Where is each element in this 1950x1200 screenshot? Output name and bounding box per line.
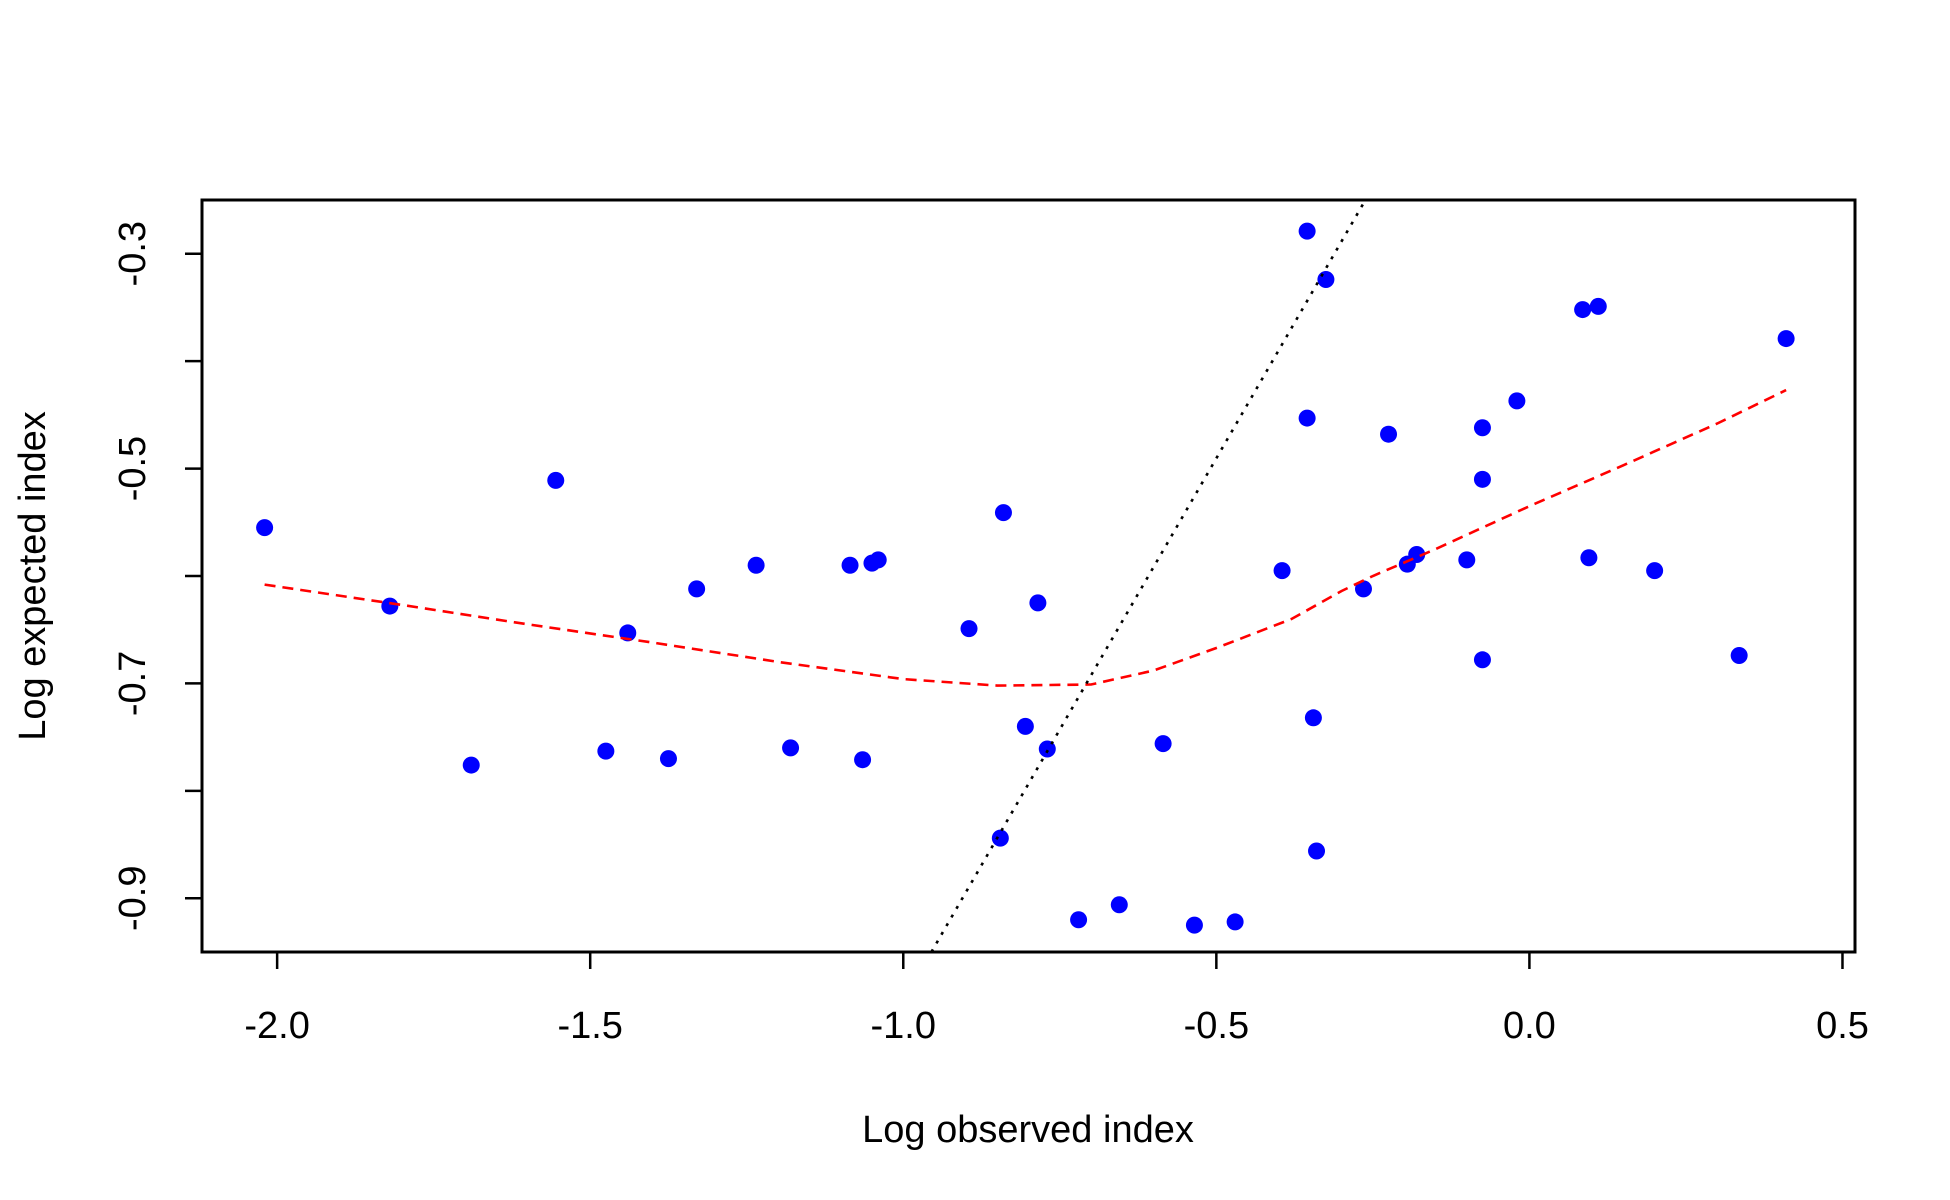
data-point (1226, 913, 1244, 931)
data-point (1308, 842, 1326, 860)
data-point (1110, 896, 1128, 914)
data-point (597, 742, 615, 760)
x-axis-title: Log observed index (862, 1109, 1194, 1151)
data-point (1038, 740, 1056, 758)
data-point (1354, 580, 1372, 598)
data-point (1777, 330, 1795, 348)
reference-line (930, 200, 1367, 952)
data-point (1298, 222, 1316, 240)
x-tick-label: -1.5 (557, 1005, 622, 1047)
data-point (782, 739, 800, 757)
data-point (256, 519, 274, 537)
data-point (1580, 549, 1598, 567)
data-point (1317, 270, 1335, 288)
data-point (991, 829, 1009, 847)
data-point (1646, 562, 1664, 580)
data-point (1574, 301, 1592, 319)
data-point (462, 756, 480, 774)
data-point (841, 556, 859, 574)
data-point (659, 750, 677, 768)
data-point (1154, 735, 1172, 753)
y-tick-label: -0.7 (112, 651, 154, 716)
data-point (1185, 916, 1203, 934)
y-tick-label: -0.9 (112, 866, 154, 931)
data-point (1473, 419, 1491, 437)
plot-marks (256, 200, 1795, 952)
data-point (1473, 470, 1491, 488)
y-tick-label: -0.3 (112, 221, 154, 286)
data-point (688, 580, 706, 598)
data-point (854, 751, 872, 769)
data-point (1304, 709, 1322, 727)
data-point (1508, 392, 1526, 410)
x-tick-label: -1.0 (871, 1005, 936, 1047)
data-point (1070, 911, 1088, 929)
data-point (1273, 562, 1291, 580)
y-axis-title: Log expected index (12, 411, 54, 741)
data-point (1730, 646, 1748, 664)
x-tick-label: 0.0 (1503, 1005, 1556, 1047)
x-tick-label: 0.5 (1816, 1005, 1869, 1047)
data-point (547, 471, 565, 489)
data-point (1016, 717, 1034, 735)
y-tick-label: -0.5 (112, 436, 154, 501)
data-point (960, 620, 978, 638)
data-point (1380, 425, 1398, 443)
data-point (1589, 297, 1607, 315)
data-point (1473, 651, 1491, 669)
data-point (994, 504, 1012, 522)
x-tick-label: -2.0 (244, 1005, 309, 1047)
smooth-fit-line (264, 388, 1787, 687)
data-point (381, 597, 399, 615)
data-point (1029, 594, 1047, 612)
plot-frame (200, 198, 1857, 954)
data-point (747, 556, 765, 574)
data-point (1298, 409, 1316, 427)
data-point (1458, 551, 1476, 569)
data-point (869, 551, 887, 569)
axes: -2.0 -1.5 -1.0 -0.5 0.0 0.5 -0.9 -0.7 -0.5 -0.3 (112, 221, 1869, 1047)
x-tick-label: -0.5 (1184, 1005, 1249, 1047)
